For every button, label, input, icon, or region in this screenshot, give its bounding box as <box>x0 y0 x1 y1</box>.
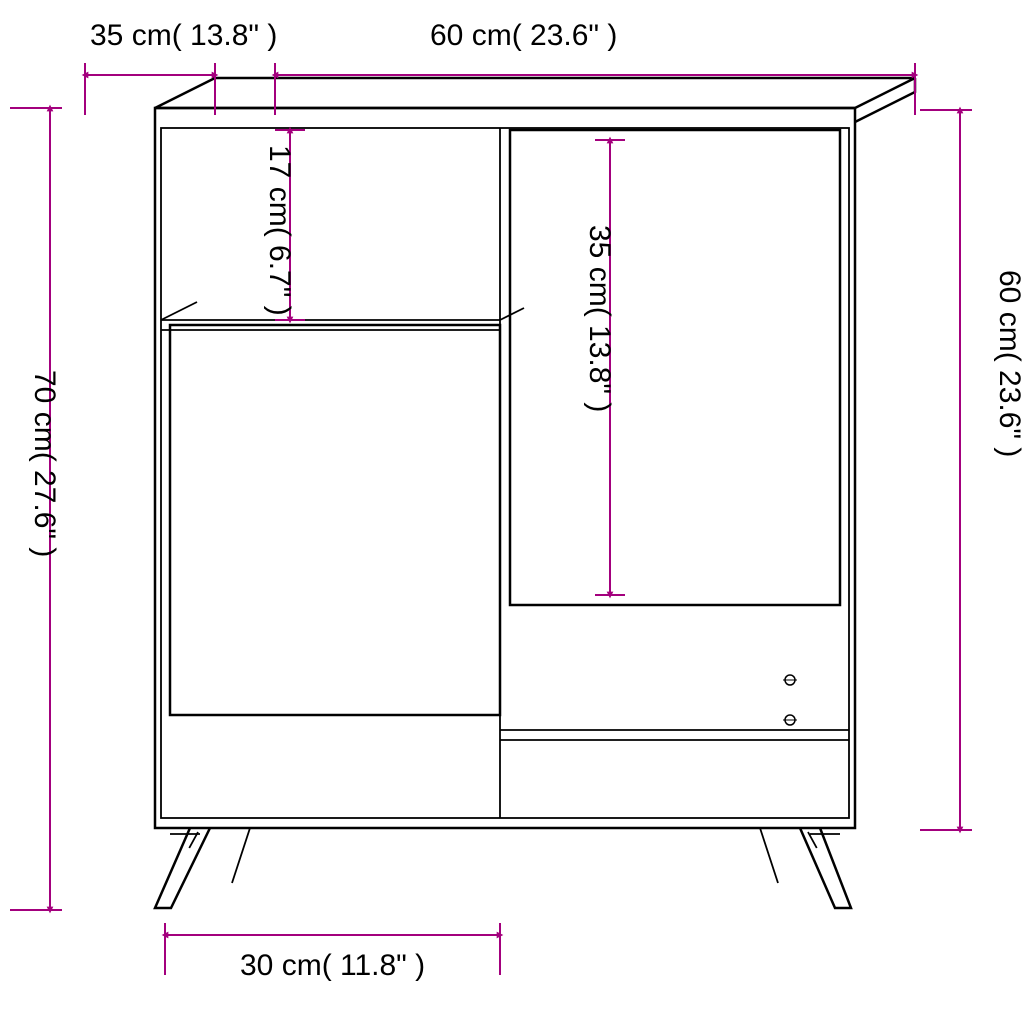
dimension-label: 30 cm( 11.8" ) <box>240 949 425 982</box>
dimension-label: 70 cm( 27.6" ) <box>28 370 61 557</box>
dimension-label: 17 cm( 6.7" ) <box>263 145 296 316</box>
dimension: 60 cm( 23.6" ) <box>275 19 915 115</box>
dimension-label: 60 cm( 23.6" ) <box>430 19 617 52</box>
dimension-label: 60 cm( 23.6" ) <box>993 270 1024 457</box>
dimension: 30 cm( 11.8" ) <box>165 923 500 982</box>
dimension: 17 cm( 6.7" ) <box>263 130 296 320</box>
dimension-label: 35 cm( 13.8" ) <box>90 19 277 52</box>
dimension-label: 35 cm( 13.8" ) <box>583 225 616 412</box>
dimension: 35 cm( 13.8" ) <box>85 19 277 115</box>
dimension: 70 cm( 27.6" ) <box>10 108 62 910</box>
dimension: 60 cm( 23.6" ) <box>920 110 1024 830</box>
dimension: 35 cm( 13.8" ) <box>583 140 616 595</box>
